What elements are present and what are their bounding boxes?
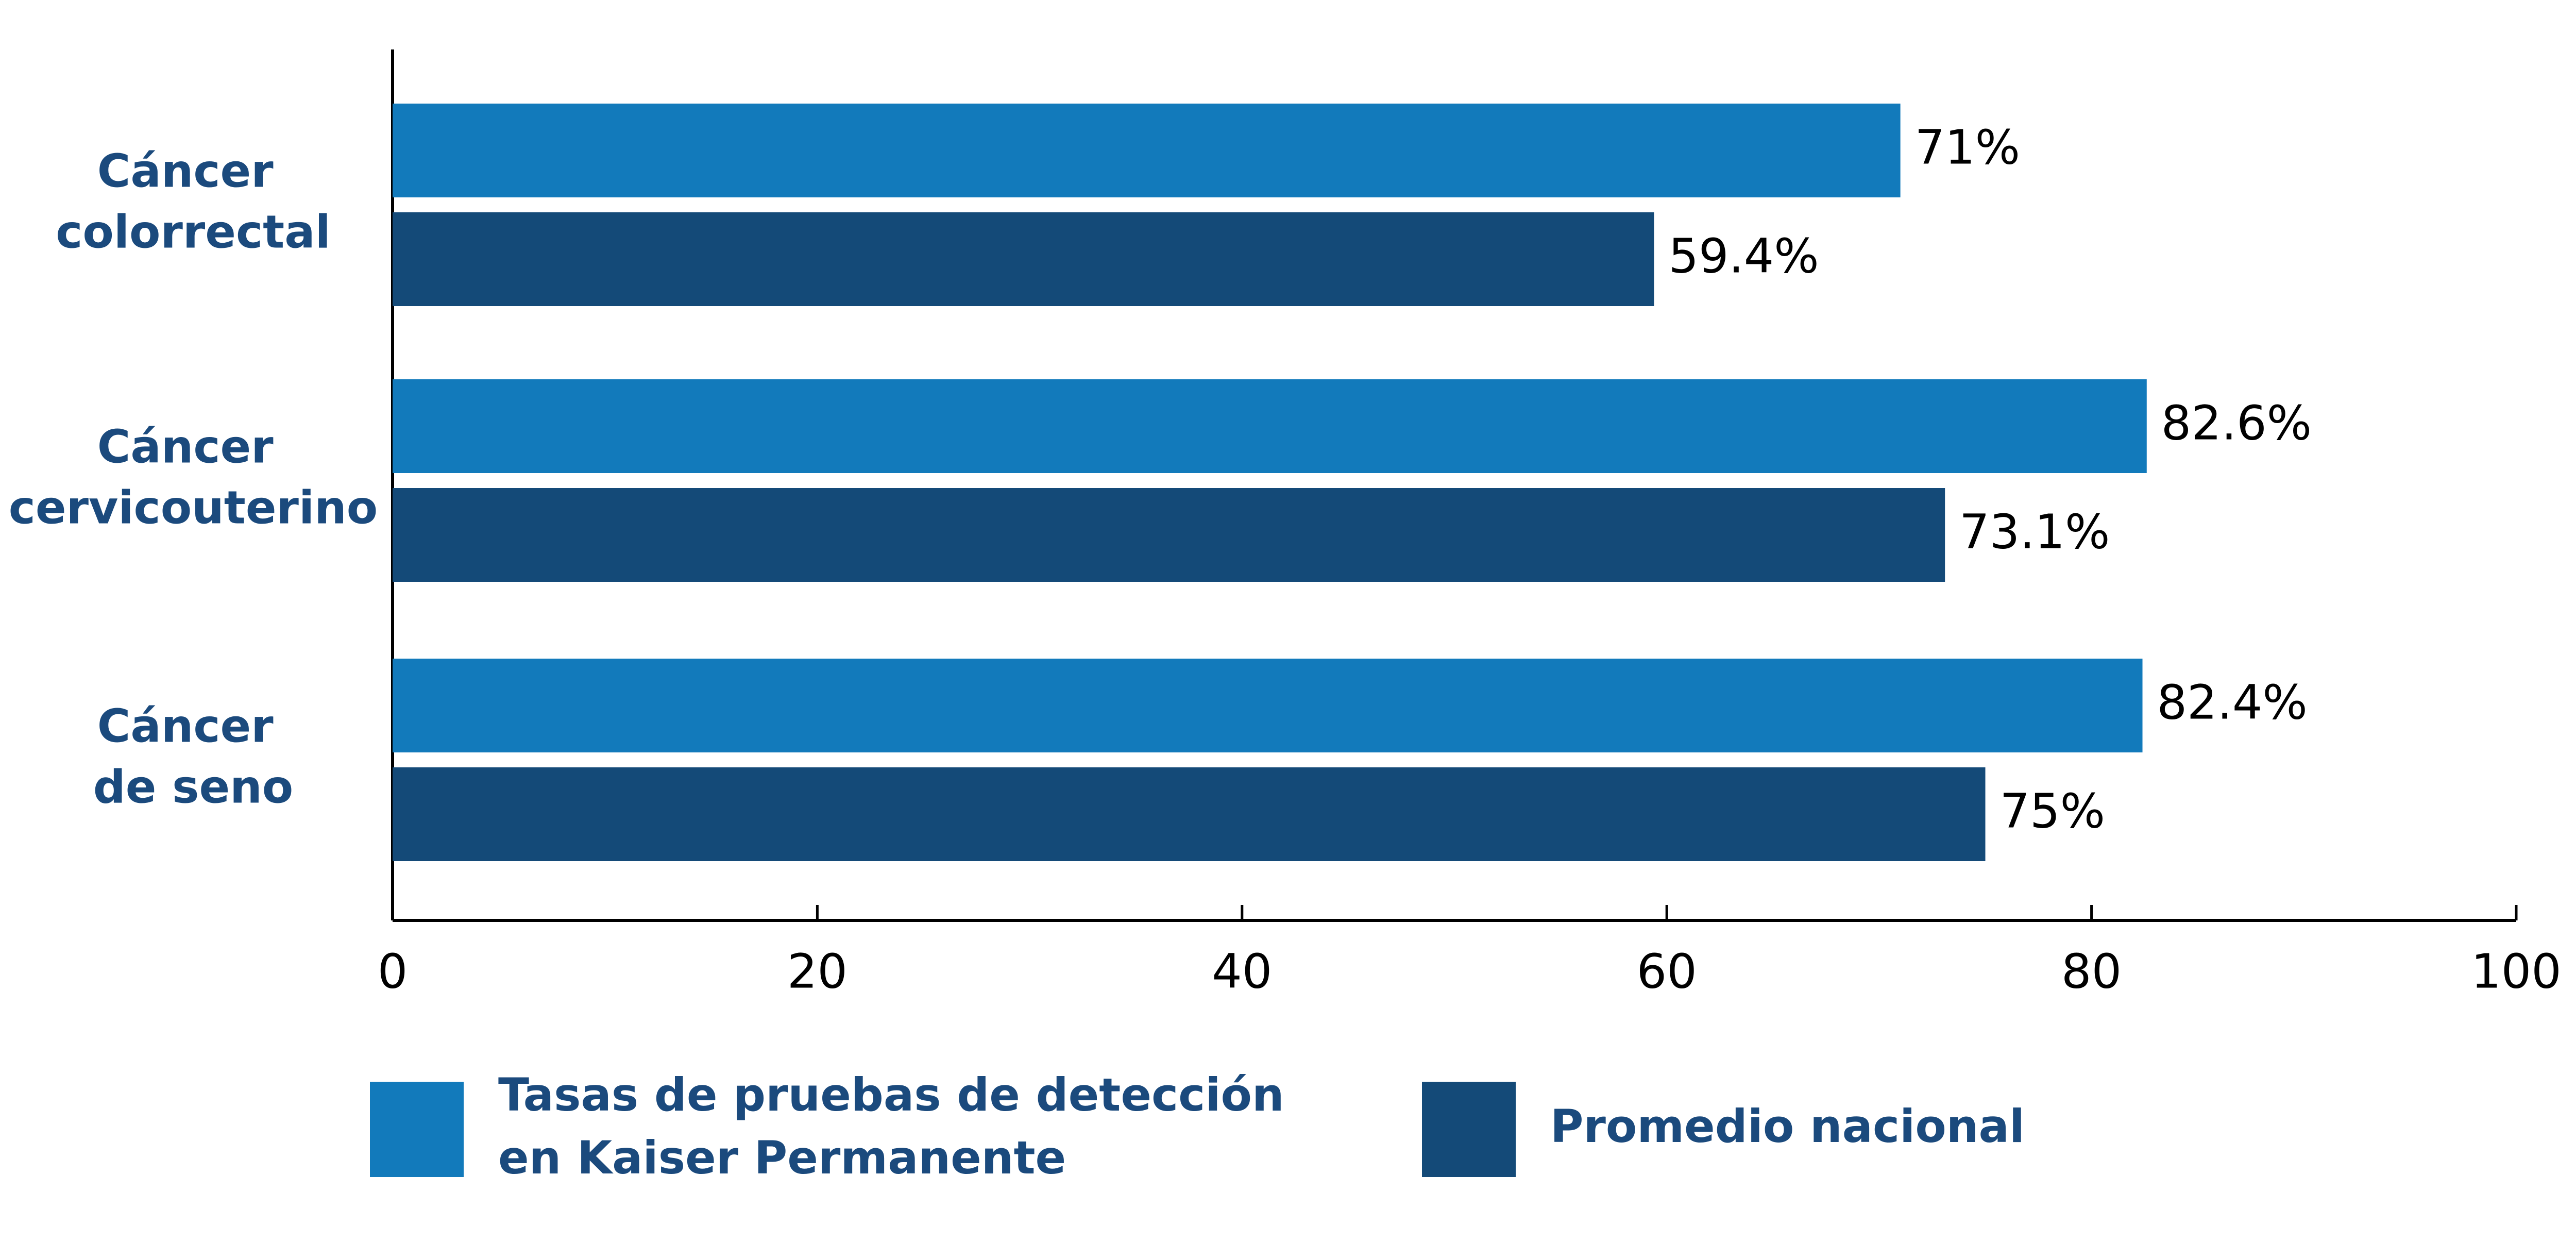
- bar: [393, 659, 2143, 752]
- x-tick-label: 0: [378, 944, 408, 999]
- value-label: 71%: [1915, 120, 2020, 175]
- category-label: Cáncer de seno: [93, 699, 293, 813]
- value-label: 75%: [2000, 783, 2105, 838]
- category-label: Cáncer colorrectal: [56, 144, 331, 258]
- value-label: 82.4%: [2157, 675, 2308, 730]
- x-tick-label: 20: [787, 944, 848, 999]
- legend-swatch: [1422, 1082, 1516, 1177]
- bar: [393, 104, 1901, 197]
- value-label: 73.1%: [1959, 504, 2110, 559]
- x-tick-label: 100: [2471, 944, 2562, 999]
- category-label: Cáncer cervicouterino: [9, 420, 378, 534]
- value-label: 82.6%: [2161, 395, 2312, 450]
- x-tick-label: 80: [2061, 944, 2122, 999]
- legend-swatch: [370, 1082, 464, 1177]
- bar: [393, 488, 1945, 582]
- bar: [393, 212, 1654, 306]
- legend-label: Tasas de pruebas de detección en Kaiser …: [498, 1068, 1300, 1184]
- x-tick-label: 40: [1212, 944, 1272, 999]
- bar: [393, 767, 1986, 861]
- bar: [393, 379, 2147, 473]
- value-label: 59.4%: [1668, 228, 1819, 283]
- legend-label: Promedio nacional: [1550, 1100, 2025, 1153]
- x-tick-label: 60: [1637, 944, 1697, 999]
